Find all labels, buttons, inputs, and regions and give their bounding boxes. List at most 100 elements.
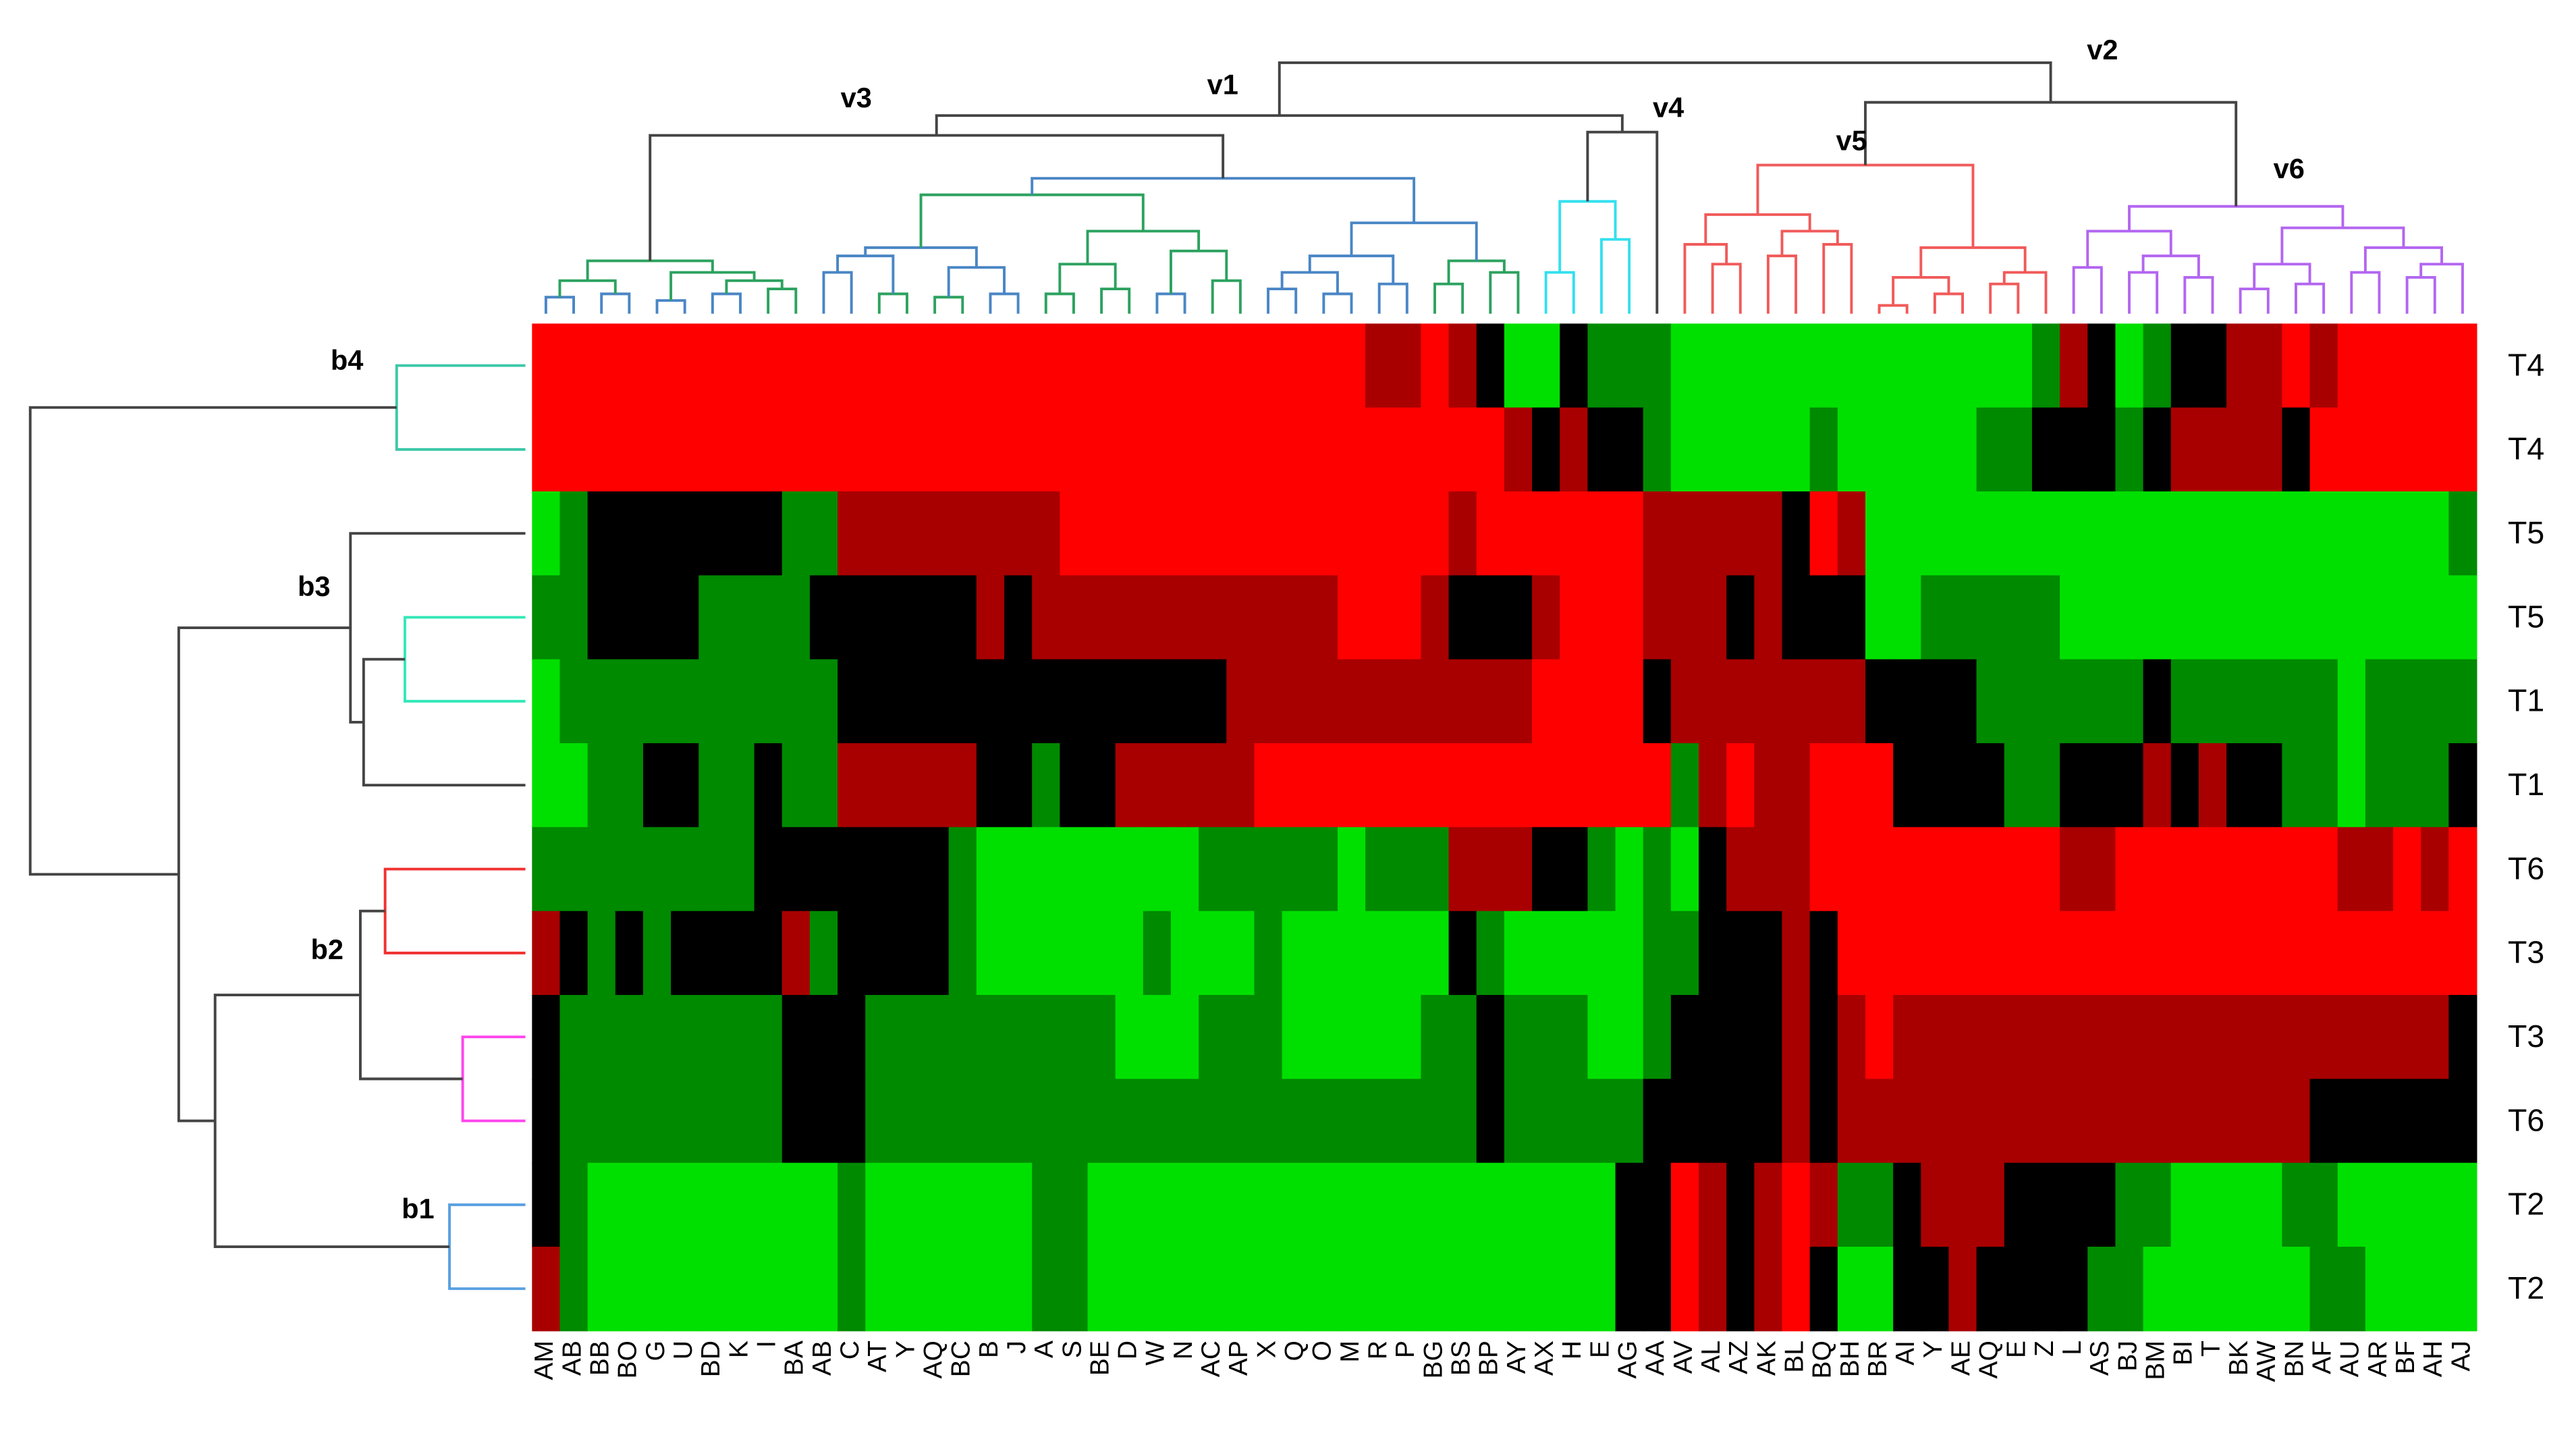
cell xyxy=(2365,491,2394,576)
cell xyxy=(1532,743,1561,828)
cell xyxy=(2115,491,2144,576)
cell xyxy=(2226,659,2255,745)
column-label: AG xyxy=(1613,1341,1642,1379)
cell xyxy=(2309,323,2338,408)
column-label: BD xyxy=(696,1341,725,1377)
cell xyxy=(948,575,977,660)
cell xyxy=(1476,911,1505,996)
cell xyxy=(838,491,867,576)
cell xyxy=(2170,491,2199,576)
cell xyxy=(2198,743,2228,828)
column-label: AK xyxy=(1752,1341,1781,1376)
cell xyxy=(1143,743,1172,828)
cell xyxy=(1837,743,1866,828)
cell xyxy=(921,1247,950,1332)
cell xyxy=(698,1079,728,1164)
cell xyxy=(782,1162,811,1248)
cell xyxy=(642,323,672,408)
cell xyxy=(2004,575,2033,660)
cell xyxy=(2337,323,2366,408)
cell xyxy=(2393,827,2422,912)
cell xyxy=(1060,1247,1089,1332)
cell xyxy=(1865,407,1894,493)
cell xyxy=(2421,827,2450,912)
cell xyxy=(2087,323,2116,408)
cell xyxy=(1448,491,1477,576)
cell xyxy=(1143,491,1172,576)
cell xyxy=(1837,1079,1866,1164)
cell xyxy=(1143,659,1172,745)
cell xyxy=(1976,1079,2005,1164)
cell xyxy=(1365,575,1394,660)
cell xyxy=(2282,1079,2311,1164)
cell xyxy=(1170,827,1200,912)
cell xyxy=(1060,659,1089,745)
cell xyxy=(1254,575,1283,660)
column-label: BE xyxy=(1085,1341,1114,1376)
cell xyxy=(2421,1247,2450,1332)
cell xyxy=(1809,1162,1838,1248)
cell xyxy=(2254,827,2283,912)
dendrogram-branch xyxy=(586,259,714,281)
cell xyxy=(2004,911,2033,996)
column-label: B xyxy=(975,1341,1004,1358)
column-label: AB xyxy=(808,1341,837,1376)
cell xyxy=(754,995,783,1080)
cell xyxy=(2393,407,2422,493)
cell xyxy=(1282,323,1311,408)
cell xyxy=(1282,659,1311,745)
cell xyxy=(1393,1079,1422,1164)
cell xyxy=(1587,323,1616,408)
cell xyxy=(809,1162,839,1248)
cell xyxy=(754,491,783,576)
dendrogram-branch xyxy=(933,296,964,314)
cell xyxy=(1004,827,1033,912)
dendrogram-branch xyxy=(1864,101,2238,207)
cell xyxy=(1060,743,1089,828)
cell xyxy=(2170,659,2199,745)
cell xyxy=(532,1079,561,1164)
cell xyxy=(1699,659,1728,745)
cell xyxy=(2170,743,2199,828)
cell xyxy=(2282,827,2311,912)
dendrogram-branch xyxy=(1322,292,1353,314)
cell xyxy=(1754,911,1783,996)
cell xyxy=(1921,575,1950,660)
cell xyxy=(532,491,561,576)
cell xyxy=(1921,911,1950,996)
cell xyxy=(1421,995,1450,1080)
cell xyxy=(1560,1079,1589,1164)
cell xyxy=(2198,575,2228,660)
cell xyxy=(1504,911,1533,996)
cell xyxy=(1143,575,1172,660)
dendrogram-branch xyxy=(649,134,1225,261)
cell xyxy=(1393,827,1422,912)
cell xyxy=(2115,827,2144,912)
cell xyxy=(865,1079,894,1164)
cell xyxy=(2031,827,2061,912)
cell xyxy=(921,491,950,576)
dendrogram-branch xyxy=(1278,61,2052,116)
cell xyxy=(1421,743,1450,828)
cell xyxy=(838,659,867,745)
cell xyxy=(2031,911,2061,996)
cell xyxy=(1726,1079,1755,1164)
cell xyxy=(1476,1079,1505,1164)
column-label: G xyxy=(641,1341,670,1361)
cell xyxy=(1476,743,1505,828)
cell xyxy=(1421,827,1450,912)
cell xyxy=(1532,1162,1561,1248)
cell xyxy=(1976,911,2005,996)
cell xyxy=(1504,323,1533,408)
cell xyxy=(2393,911,2422,996)
cell xyxy=(865,743,894,828)
row-label: T1 xyxy=(2508,683,2544,718)
dendrogram-branch xyxy=(1280,271,1339,294)
cell xyxy=(1532,575,1561,660)
cell xyxy=(1615,323,1644,408)
row-label: T2 xyxy=(2508,1270,2544,1305)
cell xyxy=(1004,323,1033,408)
dendrogram-branch xyxy=(836,254,895,294)
cell xyxy=(1587,1079,1616,1164)
cell xyxy=(1309,995,1338,1080)
